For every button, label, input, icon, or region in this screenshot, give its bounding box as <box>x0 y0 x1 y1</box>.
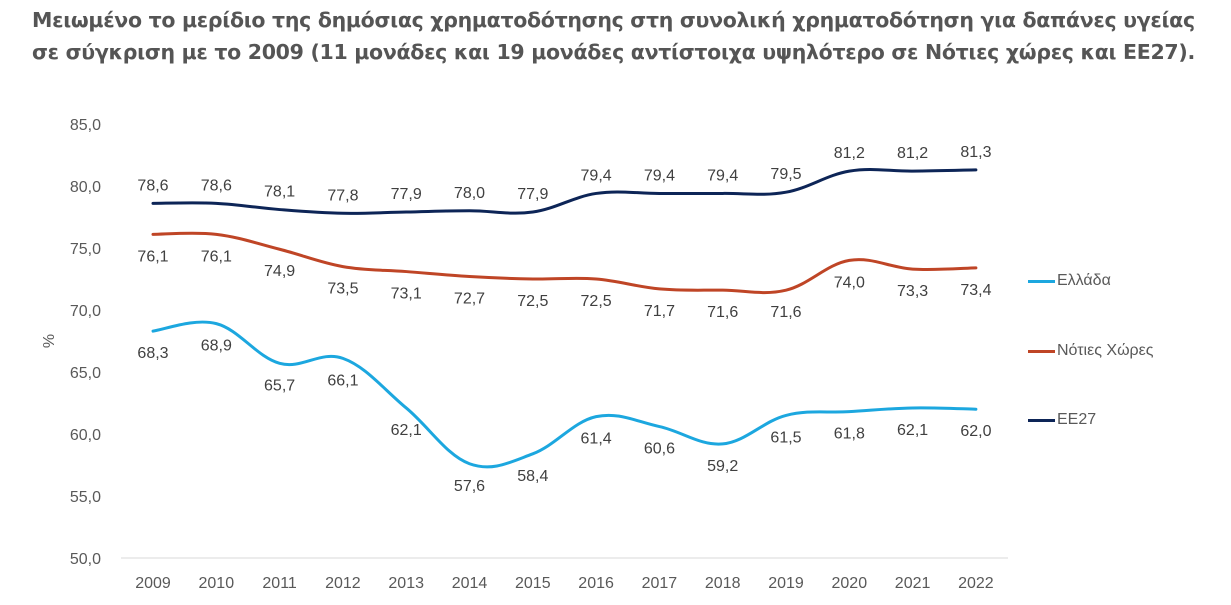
legend-item: Ελλάδα <box>1028 272 1111 290</box>
legend-label: Νότιες Χώρες <box>1057 342 1154 359</box>
data-label: 73,5 <box>327 281 358 298</box>
data-label: 73,3 <box>897 283 928 300</box>
data-label: 79,5 <box>770 166 801 183</box>
data-label: 74,9 <box>264 263 295 280</box>
legend-item: Νότιες Χώρες <box>1028 342 1154 360</box>
data-label: 62,1 <box>897 422 928 439</box>
chart-title: Μειωμένο το μερίδιο της δημόσιας χρηματο… <box>32 8 1195 64</box>
data-label: 65,7 <box>264 377 295 394</box>
data-label: 77,8 <box>327 187 358 204</box>
legend-label: ΕΕ27 <box>1057 411 1097 428</box>
data-label: 79,4 <box>581 167 612 184</box>
data-labels: 68,3 68,9 65,7 66,1 62,1 57,6 58,4 61,4 60,6 59,2… <box>137 144 991 495</box>
data-label: 78,1 <box>264 184 295 201</box>
data-label: 71,6 <box>707 304 738 321</box>
x-tick-label: 2019 <box>768 575 804 592</box>
x-tick-label: 2015 <box>515 575 551 592</box>
data-label: 78,6 <box>201 177 232 194</box>
data-label: 62,1 <box>391 422 422 439</box>
data-label: 77,9 <box>391 186 422 203</box>
data-label: 71,6 <box>770 304 801 321</box>
x-tick-label: 2012 <box>325 575 361 592</box>
x-tick-label: 2018 <box>705 575 741 592</box>
data-label: 78,0 <box>454 185 485 202</box>
data-label: 74,0 <box>834 274 865 291</box>
x-tick-label: 2010 <box>199 575 235 592</box>
y-tick-label: 70,0 <box>70 303 101 320</box>
y-tick-label: 65,0 <box>70 365 101 382</box>
y-tick-label: 50,0 <box>70 551 101 568</box>
x-tick-label: 2013 <box>388 575 424 592</box>
y-tick-label: 75,0 <box>70 241 101 258</box>
data-label: 66,1 <box>327 372 358 389</box>
data-label: 61,8 <box>834 426 865 443</box>
data-label: 77,9 <box>517 186 548 203</box>
x-axis: 2009 2010 2011 2012 2013 2014 2015 2016 2017 2018… <box>135 575 994 592</box>
data-label: 60,6 <box>644 441 675 458</box>
data-label: 81,2 <box>834 145 865 162</box>
data-label: 71,7 <box>644 303 675 320</box>
data-label: 81,3 <box>960 144 991 161</box>
data-label: 78,6 <box>137 177 168 194</box>
data-label: 79,4 <box>644 167 675 184</box>
data-label: 61,5 <box>770 429 801 446</box>
y-tick-label: 55,0 <box>70 489 101 506</box>
data-label: 57,6 <box>454 478 485 495</box>
y-axis-label: % <box>41 334 58 348</box>
data-label: 58,4 <box>517 468 548 485</box>
data-label: 68,9 <box>201 338 232 355</box>
data-label: 72,5 <box>517 293 548 310</box>
y-tick-label: 80,0 <box>70 179 101 196</box>
legend-item: ΕΕ27 <box>1028 411 1096 429</box>
x-tick-label: 2011 <box>262 575 297 592</box>
data-label: 72,5 <box>581 293 612 310</box>
legend-label: Ελλάδα <box>1057 272 1111 289</box>
legend-swatch <box>1028 279 1055 283</box>
x-tick-label: 2009 <box>135 575 171 592</box>
x-tick-label: 2016 <box>578 575 614 592</box>
data-label: 62,0 <box>960 423 991 440</box>
data-label: 59,2 <box>707 458 738 475</box>
data-label: 61,4 <box>581 431 612 448</box>
x-tick-label: 2022 <box>958 575 994 592</box>
y-tick-label: 85,0 <box>70 117 101 134</box>
y-axis: 50,0 55,0 60,0 65,0 70,0 75,0 80,0 85,0 <box>70 117 101 568</box>
data-label: 72,7 <box>454 291 485 308</box>
legend-swatch <box>1028 349 1055 353</box>
x-tick-label: 2020 <box>832 575 868 592</box>
series-line-2 <box>151 167 978 215</box>
data-label: 68,3 <box>137 345 168 362</box>
series-line-0 <box>151 320 978 469</box>
data-label: 73,4 <box>960 282 991 299</box>
data-label: 76,1 <box>201 248 232 265</box>
series-line-1 <box>151 231 978 295</box>
legend-swatch <box>1028 418 1055 422</box>
data-label: 79,4 <box>707 167 738 184</box>
y-tick-label: 60,0 <box>70 427 101 444</box>
x-tick-label: 2021 <box>895 575 931 592</box>
x-tick-label: 2014 <box>452 575 488 592</box>
data-label: 76,1 <box>137 248 168 265</box>
series-lines <box>151 167 978 469</box>
x-tick-label: 2017 <box>642 575 678 592</box>
data-label: 81,2 <box>897 145 928 162</box>
data-label: 73,1 <box>391 286 422 303</box>
